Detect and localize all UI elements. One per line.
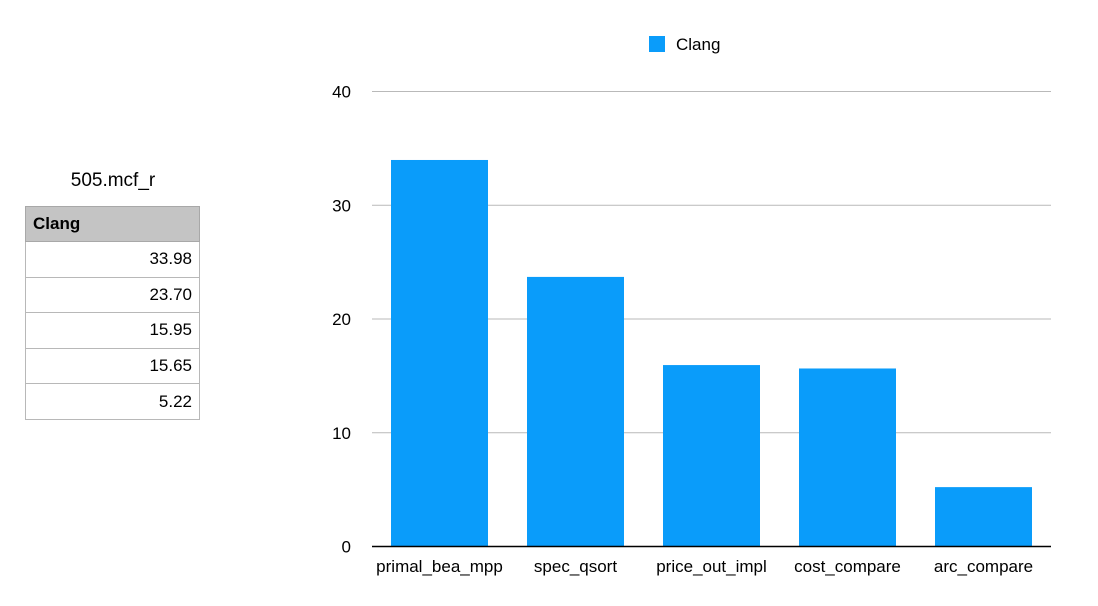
legend-swatch <box>649 36 665 52</box>
chart-legend: Clang <box>649 35 720 54</box>
table-header-cell: Clang <box>25 206 200 242</box>
bar <box>663 365 760 547</box>
table-cell: 33.98 <box>25 241 200 278</box>
table-title: 505.mcf_r <box>70 170 156 191</box>
table-row: 15.95 <box>25 312 200 349</box>
x-axis: primal_bea_mpp spec_qsort price_out_impl co… <box>376 557 1033 576</box>
table-cell: 5.22 <box>25 383 200 420</box>
table-row: 5.22 <box>25 383 200 420</box>
legend-label: Clang <box>676 35 720 54</box>
x-tick-label: price_out_impl <box>656 557 767 576</box>
bar <box>527 276 624 547</box>
x-tick-label: spec_qsort <box>534 557 617 576</box>
x-tick-label: arc_compare <box>934 557 1033 576</box>
bar <box>935 487 1032 547</box>
x-tick-label: cost_compare <box>794 557 901 576</box>
y-tick-label: 0 <box>342 538 351 557</box>
y-tick-label: 30 <box>332 196 351 215</box>
table-header-row: Clang <box>25 206 200 242</box>
table-cell: 15.65 <box>25 347 200 385</box>
bar <box>799 368 896 547</box>
x-tick-label: primal_bea_mpp <box>376 557 503 576</box>
table-row: 15.65 <box>25 347 200 385</box>
bar <box>391 159 488 547</box>
table-row: 33.98 <box>25 241 200 278</box>
chart-bars <box>391 159 1032 547</box>
table-cell: 15.95 <box>25 312 200 349</box>
y-tick-label: 20 <box>332 310 351 329</box>
y-tick-label: 10 <box>332 424 351 443</box>
y-axis: 0 10 20 30 40 <box>332 83 351 557</box>
data-table: Clang 33.98 23.70 15.95 15.65 5.22 <box>25 206 200 420</box>
y-tick-label: 40 <box>332 83 351 102</box>
